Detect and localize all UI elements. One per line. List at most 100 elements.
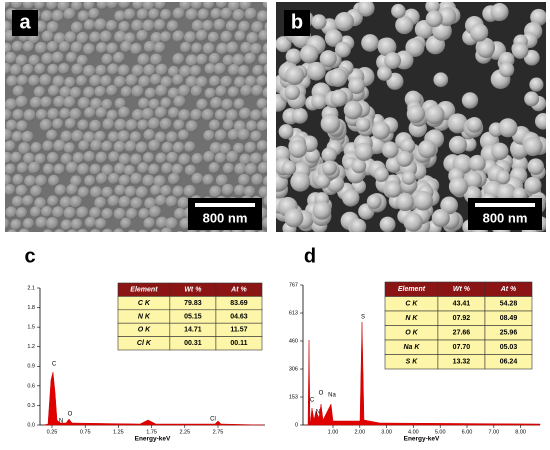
particle <box>251 84 264 97</box>
particle <box>233 184 246 197</box>
table-text: Na K <box>403 344 420 351</box>
particle <box>124 140 137 153</box>
particle <box>240 84 253 97</box>
particle <box>101 164 114 176</box>
particle <box>142 152 155 164</box>
particle <box>33 86 46 98</box>
particle <box>172 74 184 86</box>
particle <box>83 43 96 56</box>
particle <box>233 142 245 154</box>
particle <box>77 97 91 110</box>
particle <box>250 109 262 121</box>
particle <box>148 98 160 110</box>
table-text: S K <box>406 359 419 366</box>
particle <box>42 163 55 175</box>
particle <box>89 74 102 87</box>
particle <box>448 176 469 197</box>
particle <box>5 108 12 121</box>
particle <box>215 2 228 9</box>
particle <box>59 196 72 209</box>
particle <box>348 77 365 95</box>
table-text: 79.83 <box>184 300 202 307</box>
particle <box>106 109 118 122</box>
particle <box>142 19 155 32</box>
particle <box>220 30 233 43</box>
particle <box>84 106 96 119</box>
particle <box>137 162 149 174</box>
particle <box>215 85 227 97</box>
table-text: 07.92 <box>453 315 471 322</box>
particle <box>285 66 305 86</box>
peak-label: C <box>310 398 315 404</box>
peak-label: O <box>319 391 324 397</box>
particle <box>261 106 267 120</box>
particle <box>5 2 11 9</box>
x-tick-label: 4.00 <box>408 429 419 435</box>
particle <box>69 86 82 99</box>
particle <box>69 108 82 121</box>
table-text: O K <box>405 330 418 337</box>
particle <box>35 216 48 229</box>
particle <box>22 63 34 76</box>
particle <box>165 195 178 208</box>
particle <box>52 118 64 130</box>
particle <box>15 54 28 67</box>
particle <box>101 140 113 153</box>
particle <box>120 40 132 53</box>
particle <box>142 2 155 11</box>
particle <box>24 175 37 188</box>
particle <box>65 161 78 174</box>
particle <box>244 7 257 21</box>
peak-label: C <box>52 362 57 368</box>
x-tick-label: 0.25 <box>47 429 58 435</box>
table-text: 11.57 <box>230 327 247 334</box>
particle <box>366 194 382 209</box>
particle <box>118 153 131 166</box>
particle <box>189 65 202 77</box>
particle <box>64 117 77 130</box>
particle <box>499 62 515 78</box>
particle <box>10 218 22 231</box>
table-text: 27.66 <box>453 330 471 337</box>
particle <box>179 2 192 11</box>
particle <box>196 53 208 66</box>
particle <box>52 75 65 88</box>
particle <box>321 147 337 163</box>
particle <box>178 153 191 166</box>
particle <box>431 208 450 228</box>
x-tick-label: 1.00 <box>328 429 339 435</box>
particle <box>161 162 173 175</box>
particle <box>22 218 35 230</box>
particle <box>63 96 76 109</box>
particle <box>34 197 47 210</box>
particle <box>311 14 327 30</box>
x-tick-label: 8.00 <box>515 429 526 435</box>
particle <box>114 184 126 197</box>
scale-text: 800 nm <box>483 210 528 225</box>
particle <box>138 208 150 220</box>
particle <box>262 2 267 9</box>
particle <box>153 19 166 31</box>
particle <box>216 42 229 56</box>
particle <box>150 53 163 66</box>
particle <box>53 95 66 108</box>
particle <box>209 75 221 87</box>
particle <box>63 7 76 20</box>
particle <box>227 129 240 141</box>
y-tick-label: 1.8 <box>27 305 35 311</box>
particle <box>48 174 60 187</box>
particle <box>243 185 256 198</box>
particle <box>131 108 144 121</box>
table-header: Element <box>130 287 158 294</box>
particle <box>15 207 28 219</box>
particle <box>425 104 445 125</box>
particle <box>315 173 331 189</box>
particle <box>5 163 16 175</box>
particle <box>102 228 113 232</box>
particle <box>214 152 227 164</box>
particles-a <box>5 2 267 232</box>
particle <box>77 186 90 199</box>
particle <box>90 229 101 232</box>
particle <box>406 104 426 124</box>
particle <box>166 131 178 143</box>
